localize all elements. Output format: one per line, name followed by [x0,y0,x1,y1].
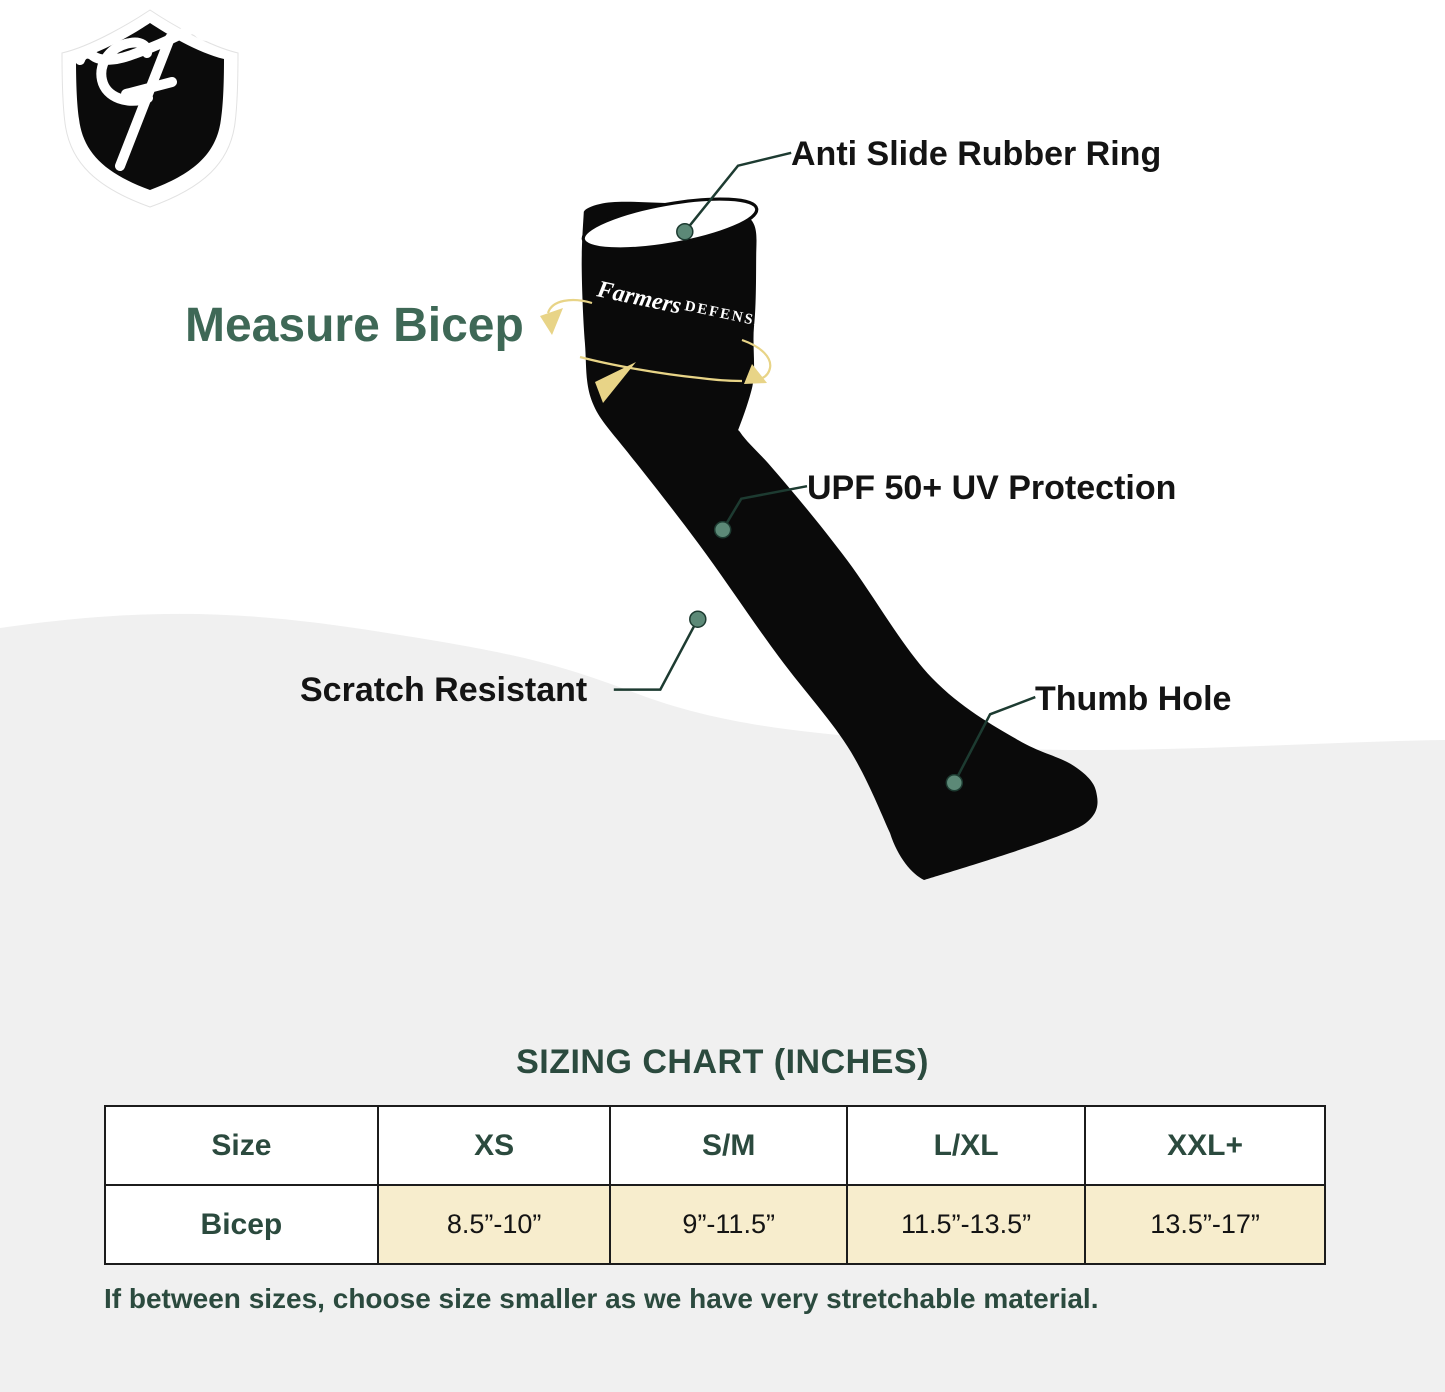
svg-text:Scratch Resistant: Scratch Resistant [300,671,587,709]
svg-text:Thumb Hole: Thumb Hole [1035,680,1231,718]
svg-text:UPF 50+ UV Protection: UPF 50+ UV Protection [807,469,1176,507]
svg-text:Anti Slide Rubber Ring: Anti Slide Rubber Ring [791,135,1161,173]
svg-text:Measure Bicep: Measure Bicep [185,299,524,352]
